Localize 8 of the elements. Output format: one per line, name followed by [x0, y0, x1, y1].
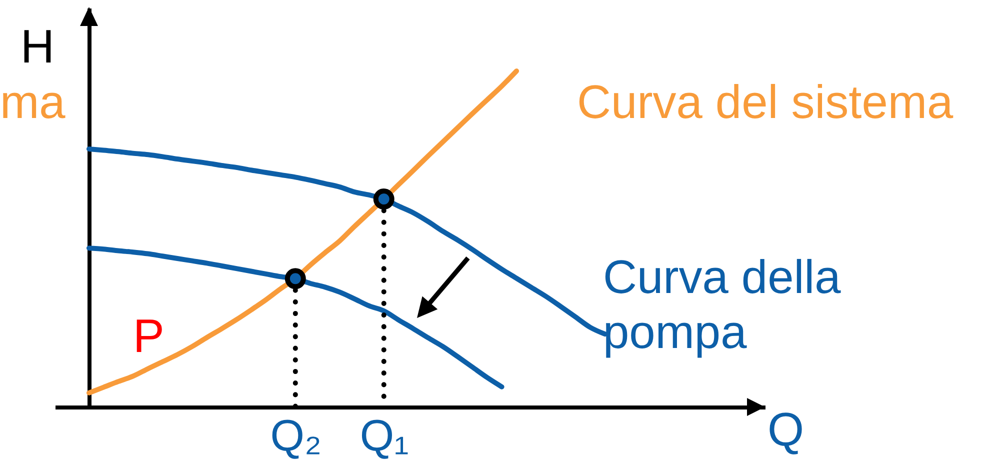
x-tick-label: Q₁	[360, 412, 409, 460]
x-tick-label: Q₂	[270, 412, 322, 460]
annotation: P	[133, 309, 164, 362]
y-axis-title: H	[20, 20, 54, 72]
text: ma	[0, 75, 66, 128]
series-label: Curva della pompa	[603, 250, 842, 358]
series-label: Curva del sistema	[577, 75, 954, 128]
x-axis-title: Q	[768, 402, 804, 456]
